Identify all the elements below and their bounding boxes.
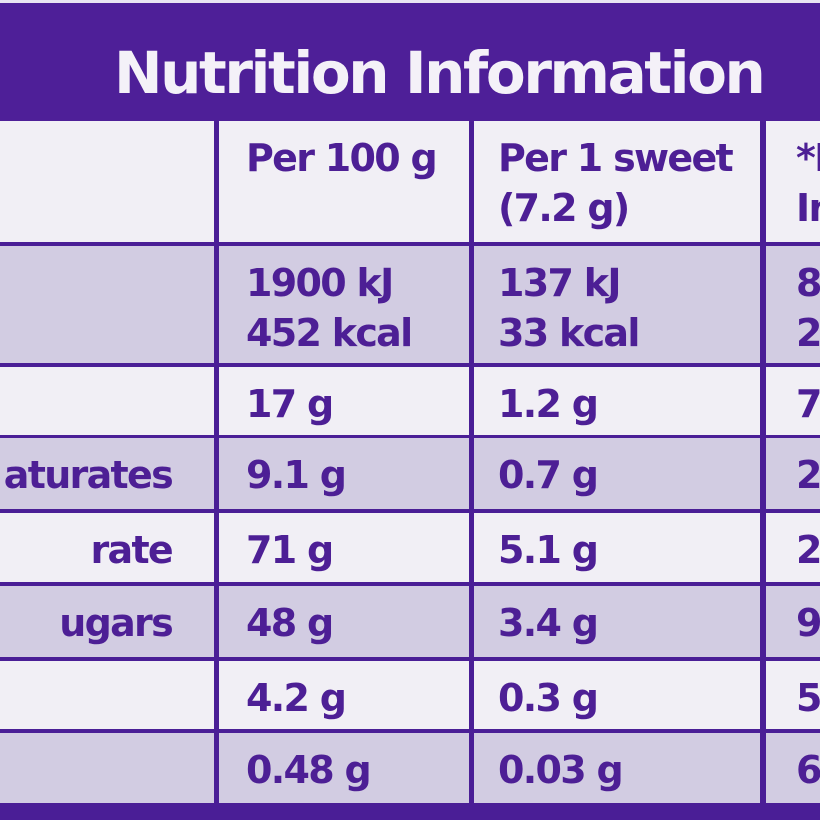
table-row: 1900 kJ 452 kcal 137 kJ 33 kcal 8 2 (0, 246, 820, 363)
row-per-sweet-value: 0.7 g (498, 453, 599, 497)
row-ri-cell: 8 2 (766, 246, 820, 363)
header-per-100g-line: Per 100 g (246, 136, 438, 180)
nutrition-table: Per 100 g Per 1 sweet (7.2 g) *R In (0, 121, 820, 803)
row-per-sweet-value: 1.2 g (498, 382, 599, 426)
value-line: 8 (796, 261, 820, 305)
row-per-100g-cell: 9.1 g (219, 438, 469, 509)
header-ri-line: *R (796, 136, 820, 180)
row-ri-value: 5 (796, 676, 820, 720)
row-label-cell (0, 246, 214, 363)
header-label-cell (0, 121, 214, 242)
row-ri-value: 9 (796, 601, 820, 645)
value-line: 1900 kJ (246, 261, 394, 305)
row-per-sweet-value: 0.3 g (498, 676, 599, 720)
table-row: 17 g 1.2 g 7 (0, 367, 820, 435)
row-per-100g-value: 48 g (246, 601, 334, 645)
nutrition-title: Nutrition Information (114, 39, 766, 107)
header-per-sweet-line: (7.2 g) (498, 186, 630, 230)
value-line: 137 kJ (498, 261, 621, 305)
header-ri-text: *R In (796, 133, 820, 233)
row-per-100g-cell: 48 g (219, 586, 469, 657)
row-per-sweet-cell: 1.2 g (474, 367, 760, 435)
row-per-sweet-cell: 0.7 g (474, 438, 760, 509)
row-ri-text: 8 2 (796, 258, 820, 358)
row-ri-cell: 7 (766, 367, 820, 435)
row-label-cell (0, 661, 214, 729)
value-line: 2 (796, 311, 820, 355)
row-per-sweet-cell: 137 kJ 33 kcal (474, 246, 760, 363)
row-ri-value: 2 (796, 453, 820, 497)
row-label-cell: ugars (0, 586, 214, 657)
header-ri-cell: *R In (766, 121, 820, 242)
row-per-100g-cell: 0.48 g (219, 733, 469, 803)
row-per-100g-value: 71 g (246, 528, 334, 572)
row-per-100g-text: 1900 kJ 452 kcal (246, 258, 413, 358)
row-ri-cell: 2 (766, 438, 820, 509)
row-per-sweet-value: 0.03 g (498, 748, 624, 792)
row-ri-cell: 6 (766, 733, 820, 803)
row-per-sweet-cell: 3.4 g (474, 586, 760, 657)
row-ri-value: 2 (796, 528, 820, 572)
title-banner: Nutrition Information (0, 0, 820, 122)
header-per-sweet-cell: Per 1 sweet (7.2 g) (474, 121, 760, 242)
table-row: aturates 9.1 g 0.7 g 2 (0, 438, 820, 509)
row-label: aturates (3, 453, 174, 497)
row-per-sweet-cell: 0.03 g (474, 733, 760, 803)
row-label-cell (0, 733, 214, 803)
row-ri-value: 7 (796, 382, 820, 426)
row-per-sweet-value: 3.4 g (498, 601, 599, 645)
value-line: 33 kcal (498, 311, 640, 355)
row-label: ugars (59, 601, 173, 645)
row-per-100g-cell: 1900 kJ 452 kcal (219, 246, 469, 363)
header-row: Per 100 g Per 1 sweet (7.2 g) *R In (0, 121, 820, 242)
table-row: rate 71 g 5.1 g 2 (0, 513, 820, 582)
row-ri-cell: 2 (766, 513, 820, 582)
header-per-100g-cell: Per 100 g (219, 121, 469, 242)
row-label-cell: aturates (0, 438, 214, 509)
row-per-100g-value: 17 g (246, 382, 334, 426)
table-row: ugars 48 g 3.4 g 9 (0, 586, 820, 657)
row-per-sweet-cell: 0.3 g (474, 661, 760, 729)
table-row: 0.48 g 0.03 g 6 (0, 733, 820, 803)
header-per-100g-text: Per 100 g (246, 133, 438, 183)
row-per-100g-cell: 17 g (219, 367, 469, 435)
row-per-sweet-text: 137 kJ 33 kcal (498, 258, 640, 358)
row-per-100g-value: 9.1 g (246, 453, 347, 497)
header-per-sweet-line: Per 1 sweet (498, 136, 734, 180)
row-per-sweet-value: 5.1 g (498, 528, 599, 572)
value-line: 452 kcal (246, 311, 413, 355)
row-label-cell (0, 367, 214, 435)
row-label: rate (90, 528, 173, 572)
row-per-100g-cell: 71 g (219, 513, 469, 582)
row-per-100g-value: 0.48 g (246, 748, 372, 792)
table-row: 4.2 g 0.3 g 5 (0, 661, 820, 729)
row-label-cell: rate (0, 513, 214, 582)
bottom-border-strip (0, 803, 820, 820)
row-ri-cell: 9 (766, 586, 820, 657)
row-per-sweet-cell: 5.1 g (474, 513, 760, 582)
row-ri-cell: 5 (766, 661, 820, 729)
header-per-sweet-text: Per 1 sweet (7.2 g) (498, 133, 734, 233)
header-ri-line: In (796, 186, 820, 230)
row-per-100g-value: 4.2 g (246, 676, 347, 720)
row-per-100g-cell: 4.2 g (219, 661, 469, 729)
row-ri-value: 6 (796, 748, 820, 792)
